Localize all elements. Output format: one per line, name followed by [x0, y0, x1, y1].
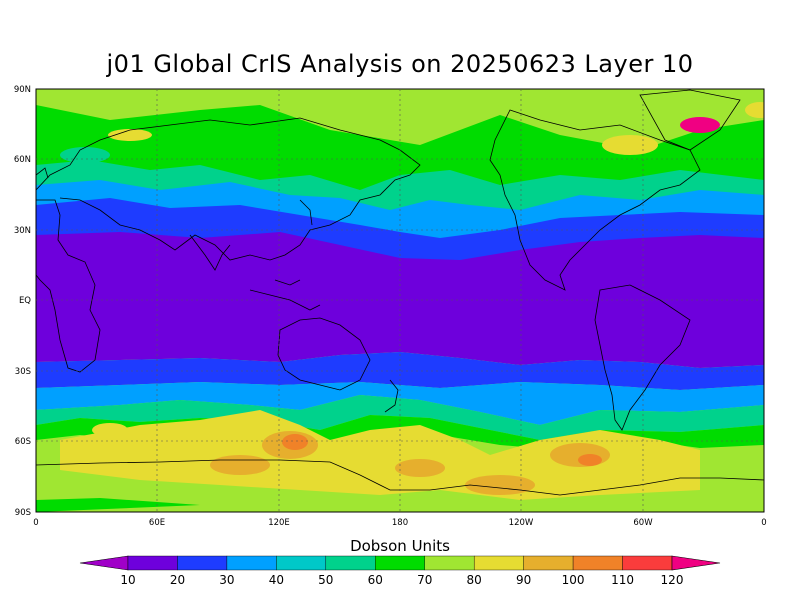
colorbar-label: 110	[611, 573, 634, 587]
lat-labels: 90N 60N 30N EQ 30S 60S 90S	[14, 85, 31, 518]
colorbar-segment	[424, 555, 475, 571]
colorbar-low-arrow	[79, 555, 129, 571]
colorbar-label: 20	[170, 573, 185, 587]
lon-label: 60E	[149, 518, 165, 528]
coastlines	[36, 89, 764, 496]
colorbar-label: 120	[661, 573, 684, 587]
lon-label: 0	[33, 518, 38, 528]
colorbar-segment	[226, 555, 277, 571]
colorbar-label: 50	[318, 573, 333, 587]
lon-label: 120E	[268, 518, 290, 528]
lat-label: 60N	[14, 155, 31, 165]
colorbar-label: 90	[516, 573, 531, 587]
lon-label: 120W	[509, 518, 534, 528]
colorbar-segment	[622, 555, 673, 571]
colorbar-high-arrow	[671, 555, 721, 571]
colorbar-label: 60	[368, 573, 383, 587]
colorbar-label: 70	[417, 573, 432, 587]
colorbar-segment	[375, 555, 425, 571]
colorbar: 10 20 30 40 50 60 70 80 90 100 110 120	[79, 555, 721, 587]
grid-lines	[36, 89, 764, 512]
lat-label: 30N	[14, 226, 31, 236]
colorbar-label: 80	[467, 573, 482, 587]
colorbar-label: 10	[120, 573, 135, 587]
colorbar-segment	[325, 555, 376, 571]
colorbar-label: 100	[562, 573, 585, 587]
lat-label: 90S	[15, 508, 31, 518]
colorbar-segment	[127, 555, 178, 571]
colorbar-segment	[276, 555, 327, 571]
page-title: j01 Global CrIS Analysis on 20250623 Lay…	[106, 50, 694, 78]
lat-label: 60S	[15, 437, 31, 447]
colorbar-label: 40	[269, 573, 284, 587]
lon-label: 180	[392, 518, 408, 528]
colorbar-segment	[572, 555, 623, 571]
colorbar-segment	[473, 555, 524, 571]
ozone-field	[36, 89, 764, 512]
lat-label: 30S	[15, 367, 31, 377]
lon-labels: 0 60E 120E 180 120W 60W 0	[33, 518, 766, 528]
lon-label: 0	[761, 518, 766, 528]
colorbar-segment	[523, 555, 574, 571]
colorbar-segment	[177, 555, 228, 571]
colorbar-title: Dobson Units	[350, 537, 450, 555]
lat-label: EQ	[19, 296, 31, 306]
lat-label: 90N	[14, 85, 31, 95]
lon-label: 60W	[633, 518, 653, 528]
colorbar-label: 30	[219, 573, 234, 587]
